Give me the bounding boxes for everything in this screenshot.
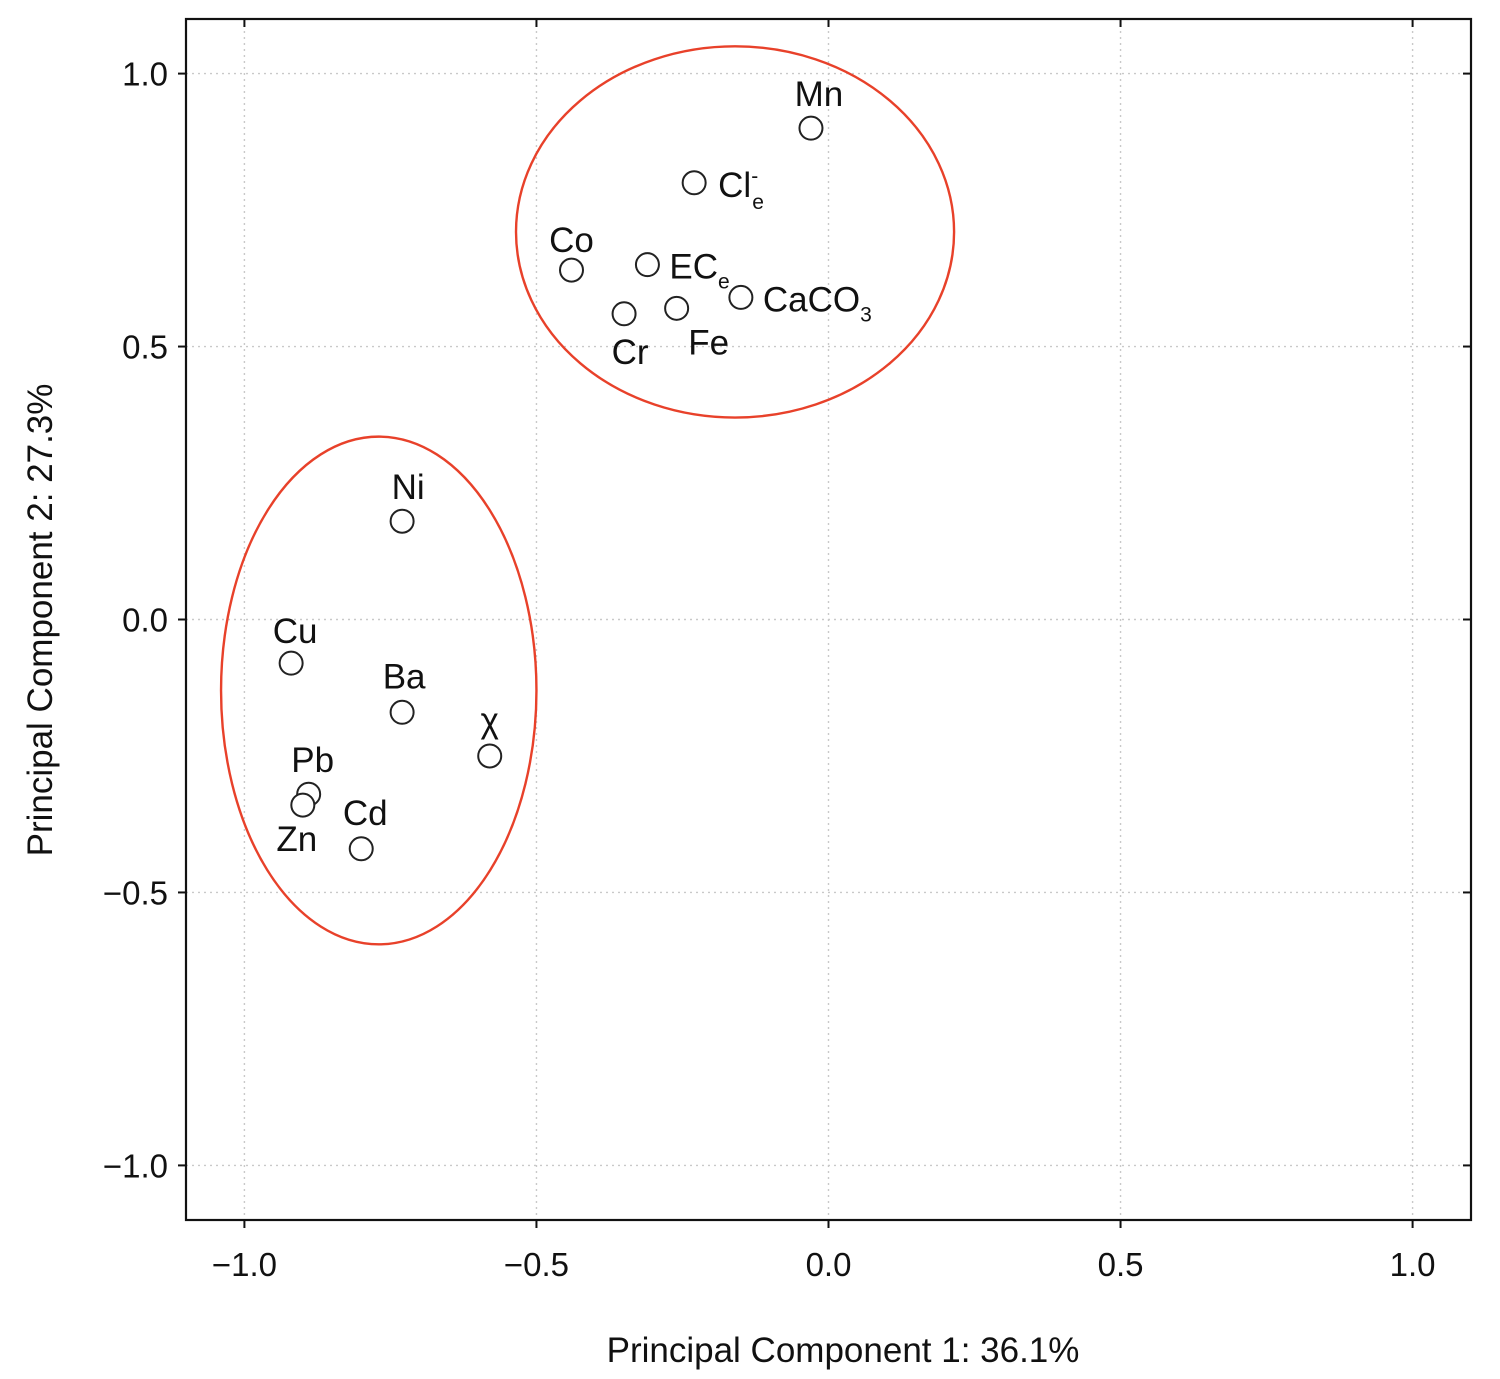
point-label-chi: χ [481,701,499,740]
point-label-mn: Mn [795,75,844,114]
point-ece [634,252,660,278]
point-zn [290,792,316,818]
point-ba [389,699,415,725]
point-label-subscript: e [718,271,730,294]
x-tick-label: −1.0 [212,1246,277,1283]
point-label-cd: Cd [343,794,388,833]
point-label-text: Fe [688,323,729,362]
point-fe [664,295,690,321]
cluster-top-ellipse [514,45,956,419]
point-label-text: Co [549,221,594,260]
axis-ticks: −1.0 −0.5 0.0 0.5 1.0 −1.0 −0.5 0.0 0.5 1.0 [103,19,1471,1283]
point-cu [278,650,304,676]
point-label-pb: Pb [291,741,334,780]
cluster-ellipses [219,45,956,946]
point-label-text: Pb [291,741,334,780]
point-label-text: Ni [392,468,425,507]
point-cr [611,301,637,327]
point-label-zn: Zn [276,820,317,859]
point-label-subscript: 3 [860,303,872,326]
point-label-text: Cl [718,166,751,205]
y-tick-label: 1.0 [122,56,168,93]
point-mn [798,115,824,141]
point-label-ece: ECe [669,248,729,294]
x-tick-label: 0.5 [1098,1246,1144,1283]
point-label-ba: Ba [383,657,426,696]
x-tick-label: −0.5 [504,1246,569,1283]
point-label-fe: Fe [688,323,729,362]
y-tick-label: −1.0 [103,1147,168,1184]
x-tick-label: 1.0 [1390,1246,1436,1283]
grid [186,19,1471,1220]
y-axis-title: Principal Component 2: 27.3% [21,384,60,857]
x-axis-title: Principal Component 1: 36.1% [607,1331,1080,1370]
point-chi [477,743,503,769]
point-label-text: Cu [273,612,318,651]
point-label-cl: Cl- e [718,165,764,214]
point-ni [389,508,415,534]
point-co [559,257,584,283]
point-cl [681,170,707,196]
cluster-bottom-ellipse [219,435,538,946]
point-label-cu: Cu [273,612,318,651]
point-label-text: Cd [343,794,388,833]
y-tick-label: −0.5 [103,874,168,911]
point-label-text: χ [481,701,499,740]
point-label-subscript: e [752,191,764,214]
point-label-cr: Cr [612,333,649,372]
point-label-ni: Ni [392,468,425,507]
point-label-text: Mn [795,75,844,114]
y-tick-label: 0.0 [122,602,168,639]
y-tick-label: 0.5 [122,329,168,366]
point-label-text: EC [669,248,718,287]
point-label-text: Ba [383,657,426,696]
point-label-text: Zn [276,820,317,859]
point-label-text: CaCO [763,280,860,319]
point-label-text: Cr [612,333,649,372]
point-caco3 [728,284,754,310]
point-label-superscript: - [751,165,758,188]
point-label-caco3: CaCO3 [763,280,872,326]
x-tick-label: 0.0 [806,1246,852,1283]
point-label-co: Co [549,221,594,260]
point-cd [348,836,374,862]
